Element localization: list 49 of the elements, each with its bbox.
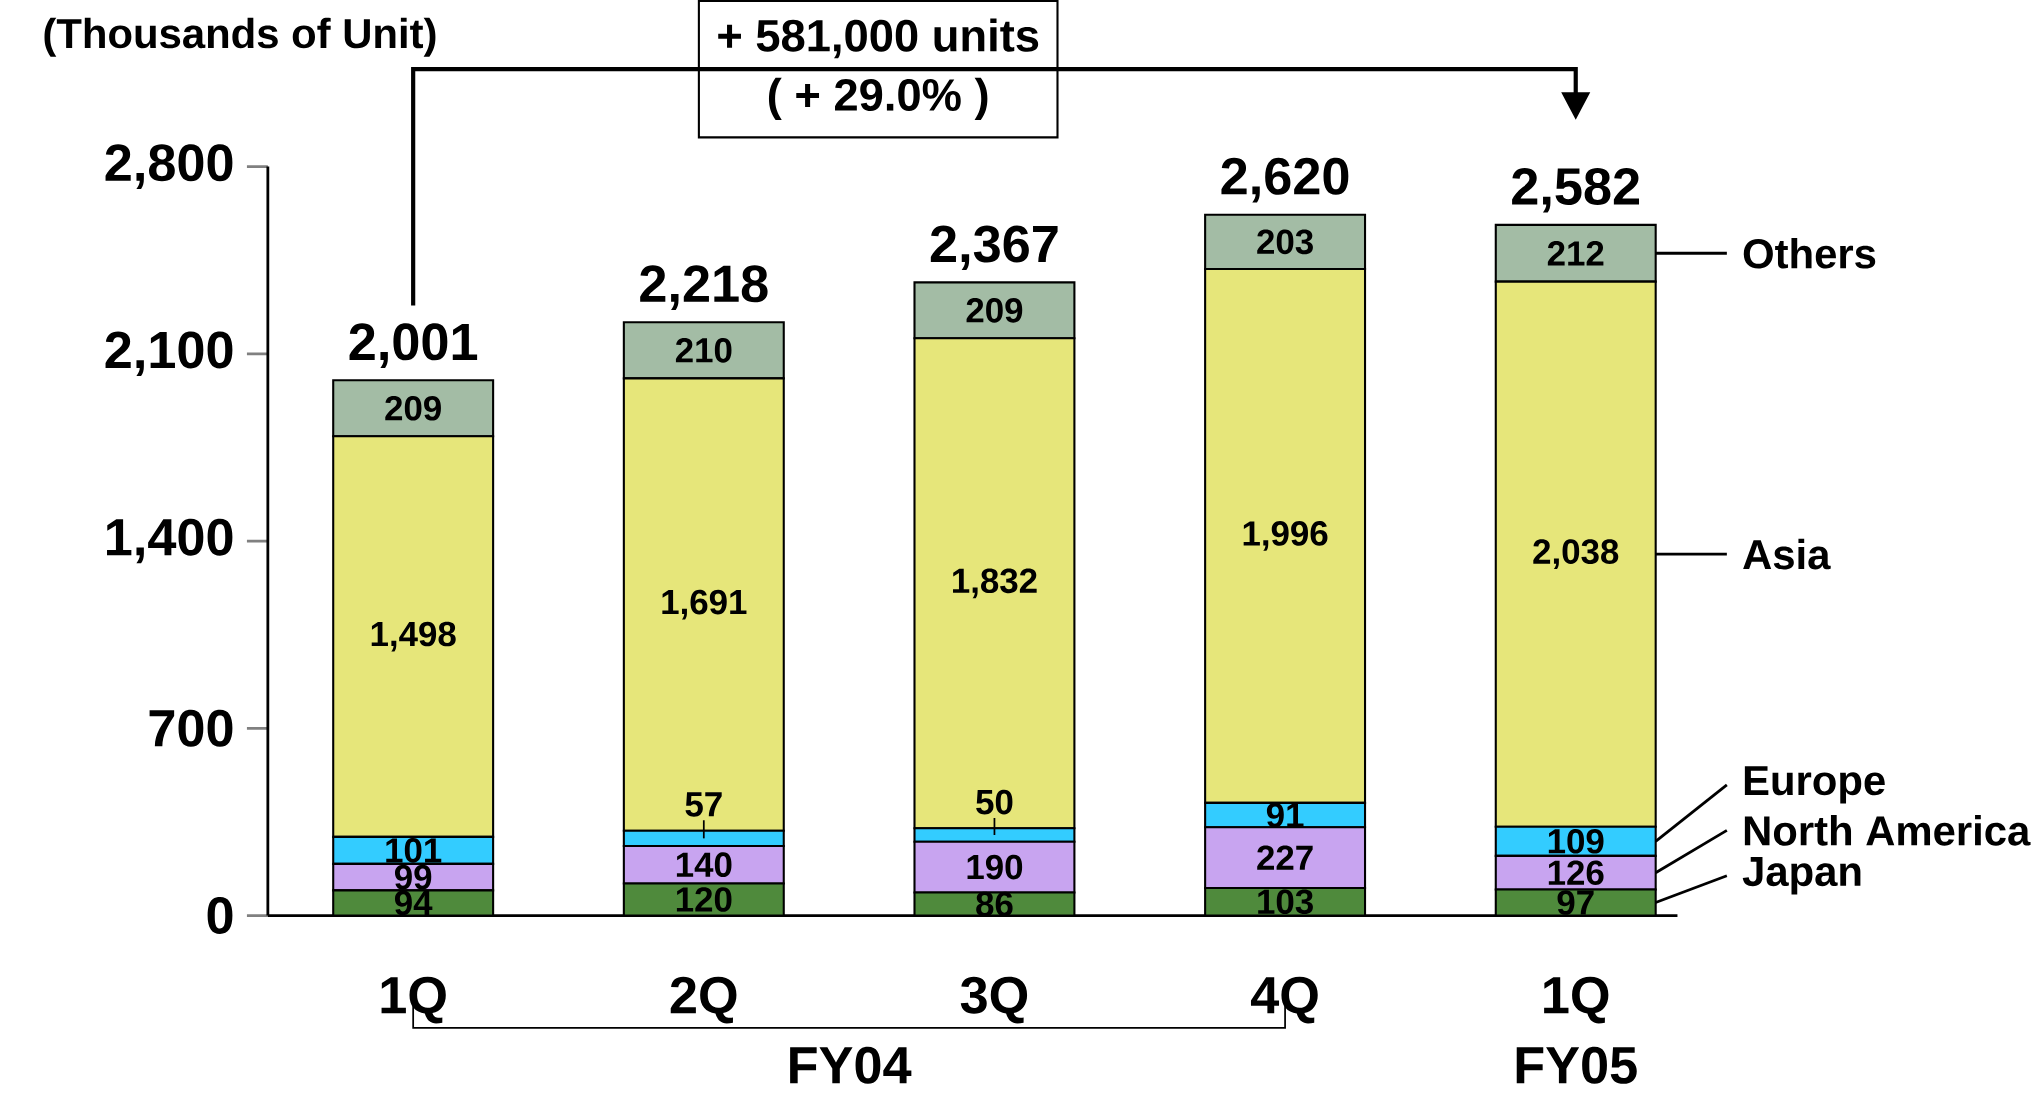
legend-label: Asia (1743, 538, 1831, 570)
data-label: 50 (976, 789, 1013, 815)
data-label: 103 (1258, 889, 1313, 914)
data-label: 190 (967, 854, 1023, 880)
y-tick-label: 1,400 (107, 518, 233, 564)
y-axis-title: (Thousands of Unit) (44, 17, 436, 57)
data-label: 120 (676, 886, 732, 912)
data-label: 227 (1257, 845, 1313, 870)
y-tick-label: 2,100 (105, 331, 233, 376)
data-label: 126 (1548, 860, 1604, 885)
text: ( + 29.0% ) (768, 77, 988, 120)
x-tick-label: 4Q (1250, 976, 1318, 1024)
text: Europe (1744, 765, 1885, 804)
data-label: 140 (676, 852, 732, 877)
legend-label: North America (1744, 814, 2031, 846)
data-label: 97 (1557, 890, 1594, 915)
data-label: 1,832 (953, 568, 1037, 598)
data-label: 203 (1257, 229, 1313, 255)
data-label: 210 (675, 337, 732, 363)
total-label: 2,582 (1512, 167, 1640, 213)
legend-label: Others (1743, 237, 1876, 269)
y-tick-label: 0 (207, 896, 233, 934)
text: FY05 (1516, 1046, 1637, 1084)
x-tick-label: 3Q (960, 976, 1028, 1024)
data-label: 1,996 (1243, 520, 1328, 551)
text: + 581,000 units (718, 18, 1039, 59)
data-label: 1,498 (371, 621, 456, 652)
data-label: 99 (394, 864, 432, 890)
data-label: 94 (394, 890, 433, 916)
data-label: 2,038 (1533, 539, 1619, 569)
x-tick-label: 1Q (381, 976, 446, 1024)
text: FY04 (790, 1046, 912, 1084)
total-label: 2,620 (1221, 157, 1349, 203)
data-label: 212 (1547, 240, 1604, 266)
total-label: 2,218 (640, 265, 768, 310)
legend-label: Japan (1742, 856, 1861, 895)
x-tick-label: 2Q (670, 976, 737, 1024)
data-label: 209 (966, 297, 1023, 323)
data-label: 101 (386, 837, 442, 863)
total-label: 2,001 (349, 323, 478, 368)
y-tick-label: 2,800 (105, 144, 233, 189)
data-label: 1,691 (662, 589, 747, 620)
data-label: 109 (1548, 828, 1604, 854)
y-tick-label: 700 (149, 709, 233, 747)
data-label: 209 (385, 395, 441, 421)
data-label: 91 (1266, 802, 1304, 828)
x-tick-label: 1Q (1544, 976, 1609, 1024)
total-label: 2,367 (930, 225, 1058, 270)
data-label: 57 (685, 792, 722, 817)
